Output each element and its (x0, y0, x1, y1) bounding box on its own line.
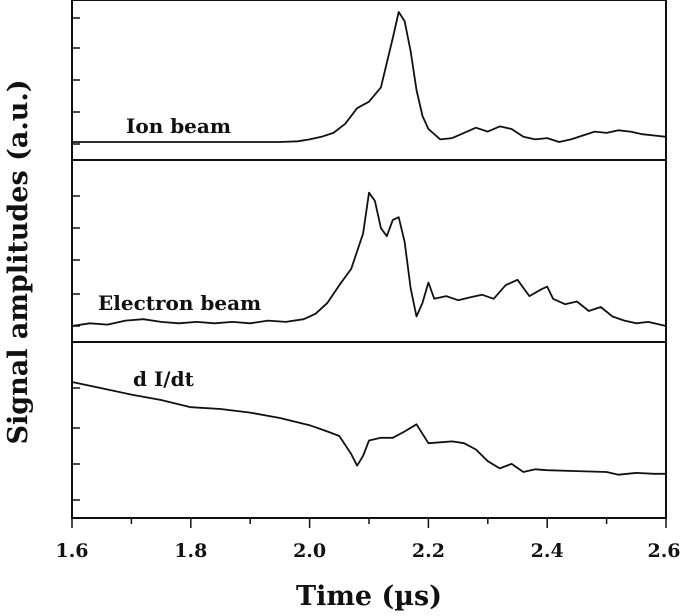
x-axis-ticks (71, 518, 667, 528)
x-tick-label: 1.6 (55, 540, 88, 562)
x-axis-title: Time (µs) (296, 581, 442, 612)
didt-label: d I/dt (133, 367, 195, 391)
didt-series-line (71, 381, 666, 476)
x-tick-label: 2.6 (647, 540, 680, 562)
y-axis-title: Signal amplitudes (a.u.) (3, 79, 34, 444)
x-tick-label: 1.8 (174, 540, 207, 562)
electron-beam-series-line (71, 191, 667, 327)
ion-beam-label: Ion beam (126, 114, 231, 138)
x-tick-label: 2.2 (412, 540, 445, 562)
electron-beam-label: Electron beam (98, 291, 261, 315)
x-tick-label: 2.4 (531, 540, 564, 562)
ion-beam-series-line (72, 11, 667, 143)
x-tick-label: 2.0 (293, 540, 326, 562)
y-axis-ticks (72, 17, 80, 501)
